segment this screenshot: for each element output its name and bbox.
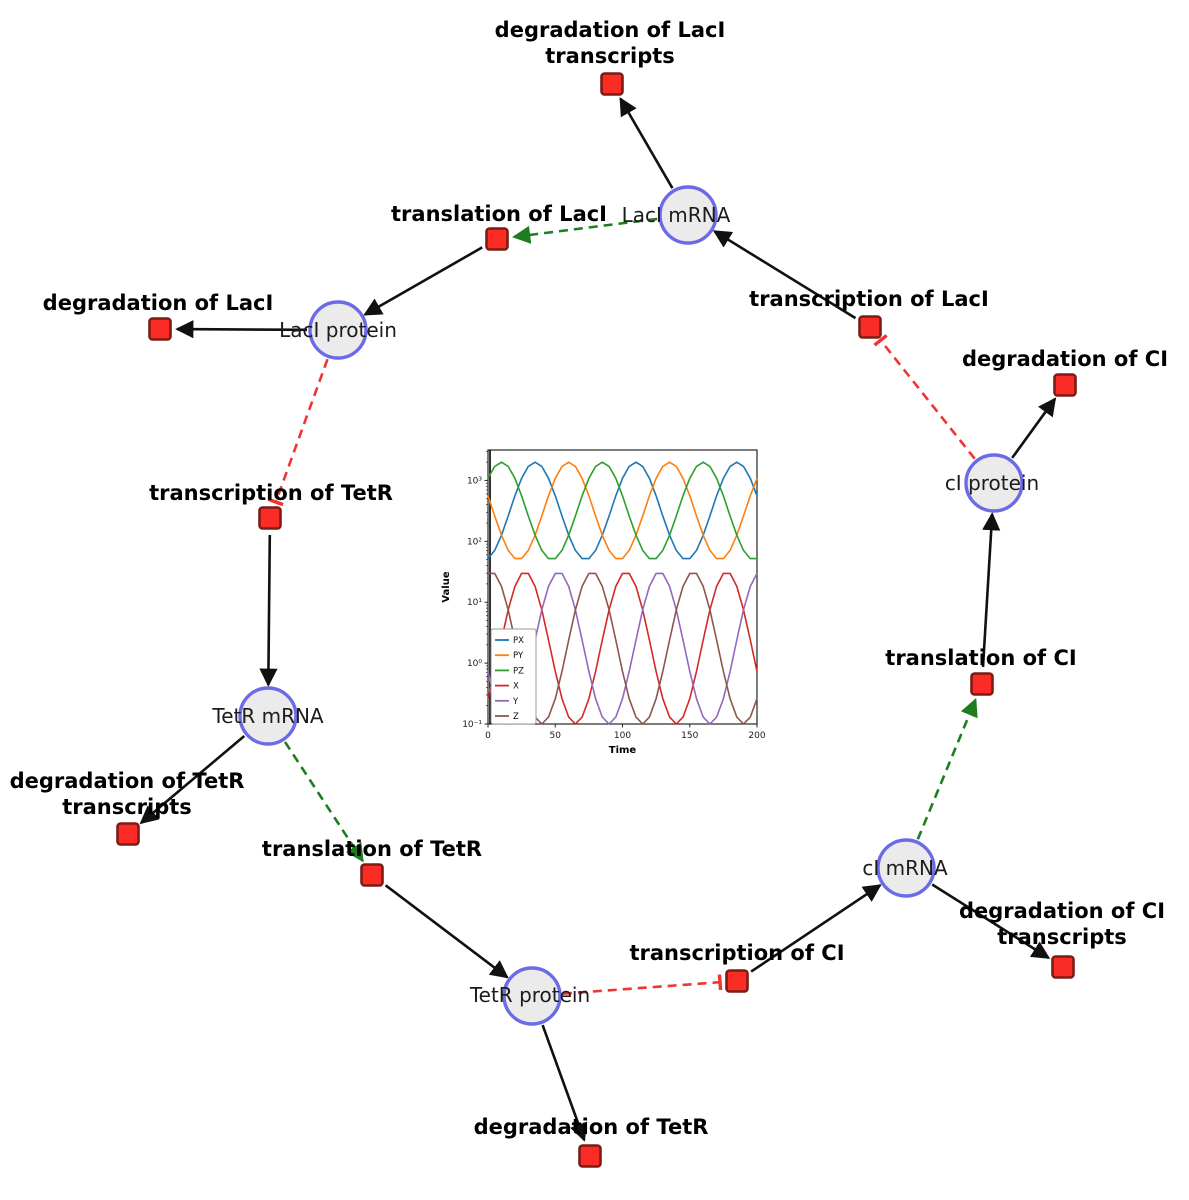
edge-catalysis-tetr_mrna-to-translation_tetr[interactable]	[283, 741, 364, 863]
reaction-node-translation_ci[interactable]	[970, 672, 994, 696]
species-label-ci_protein: cI protein	[945, 471, 1039, 495]
edge-consumption-laci_mrna-to-deg_laci_tx[interactable]	[619, 97, 674, 189]
x-tick-label: 100	[614, 731, 631, 741]
reaction-node-deg_ci_tx[interactable]	[1051, 955, 1075, 979]
edge-consumption-ci_protein-to-deg_ci[interactable]	[1011, 397, 1057, 459]
edge-inhibition-ci_protein-to-transcription_laci[interactable]	[873, 334, 976, 460]
edge-production-transcription_laci-to-laci_mrna[interactable]	[712, 230, 857, 320]
reaction-node-transcription_tetr[interactable]	[258, 506, 282, 530]
legend-label-PY: PY	[513, 651, 524, 661]
x-tick-label: 50	[550, 731, 562, 741]
series-PY	[487, 461, 758, 560]
reaction-node-deg_tetr_tx[interactable]	[116, 822, 140, 846]
reaction-node-deg_tetr[interactable]	[578, 1144, 602, 1168]
x-tick-label: 150	[681, 731, 698, 741]
edge-inhibition-laci_protein-to-transcription_tetr[interactable]	[267, 358, 329, 507]
species-node-tetr_mrna[interactable]	[238, 686, 298, 746]
reaction-label-deg_ci_tx: degradation of CI transcripts	[959, 899, 1165, 949]
reaction-label-translation_tetr: translation of TetR	[262, 837, 482, 861]
edge-consumption-tetr_mrna-to-deg_tetr_tx[interactable]	[139, 735, 246, 825]
y-tick-label: 10⁰	[467, 659, 482, 669]
species-node-ci_mrna[interactable]	[876, 838, 936, 898]
reaction-label-deg_laci: degradation of LacI	[43, 291, 274, 315]
edge-catalysis-laci_mrna-to-translation_laci[interactable]	[512, 217, 658, 244]
reaction-node-deg_laci[interactable]	[148, 317, 172, 341]
inset-chart: 0 50 100 150 200 10⁻¹ 10⁰ 10¹ 10² 10³ Time Value PX P…	[437, 438, 772, 768]
x-axis-label: Time	[609, 745, 637, 756]
reaction-node-translation_laci[interactable]	[485, 227, 509, 251]
legend-label-PX: PX	[513, 636, 524, 646]
reaction-label-deg_laci_tx: degradation of LacI transcripts	[495, 18, 726, 68]
legend-label-Y: Y	[512, 697, 519, 707]
species-label-laci_protein: LacI protein	[279, 318, 397, 342]
reaction-label-deg_tetr: degradation of TetR	[474, 1115, 709, 1139]
legend-label-PZ: PZ	[513, 666, 524, 676]
labels-layer: LacI mRNA LacI protein TetR mRNA TetR prote…	[10, 18, 1168, 1139]
series-X	[487, 572, 758, 725]
reaction-label-transcription_tetr: transcription of TetR	[149, 481, 393, 505]
reaction-node-deg_ci[interactable]	[1053, 373, 1077, 397]
series-PZ	[487, 461, 757, 560]
species-node-laci_mrna[interactable]	[658, 185, 718, 245]
reaction-label-translation_ci: translation of CI	[885, 646, 1076, 670]
species-label-ci_mrna: cI mRNA	[862, 856, 948, 880]
reaction-label-deg_ci: degradation of CI	[962, 347, 1168, 371]
reaction-node-transcription_laci[interactable]	[858, 315, 882, 339]
y-axis-label: Value	[441, 571, 452, 602]
reaction-label-deg_tetr_tx: degradation of TetR transcripts	[10, 769, 245, 819]
x-tick-label: 0	[485, 731, 491, 741]
series-PX	[487, 461, 758, 560]
species-label-tetr_protein: TetR protein	[469, 983, 590, 1007]
edges-layer	[139, 97, 1057, 1142]
edge-production-translation_tetr-to-tetr_protein[interactable]	[384, 884, 509, 979]
reaction-label-translation_laci: translation of LacI	[391, 202, 607, 226]
reaction-node-translation_tetr[interactable]	[360, 863, 384, 887]
y-tick-label: 10³	[467, 476, 482, 486]
y-tick-label: 10⁻¹	[462, 720, 482, 730]
edge-production-translation_ci-to-ci_protein[interactable]	[981, 512, 1001, 668]
reaction-node-transcription_ci[interactable]	[725, 969, 749, 993]
legend-label-Z: Z	[513, 712, 519, 722]
nodes-layer	[116, 72, 1077, 1168]
species-label-laci_mrna: LacI mRNA	[622, 203, 731, 227]
species-node-laci_protein[interactable]	[308, 300, 368, 360]
edge-production-transcription_ci-to-ci_mrna[interactable]	[750, 884, 882, 973]
reaction-node-deg_laci_tx[interactable]	[600, 72, 624, 96]
reaction-label-transcription_ci: transcription of CI	[629, 941, 844, 965]
edge-production-translation_laci-to-laci_protein[interactable]	[363, 246, 483, 316]
y-tick-label: 10²	[467, 537, 482, 547]
y-tick-label: 10¹	[467, 598, 482, 608]
edge-consumption-tetr_protein-to-deg_tetr[interactable]	[541, 1024, 588, 1142]
reaction-label-transcription_laci: transcription of LacI	[749, 287, 989, 311]
edge-catalysis-ci_mrna-to-translation_ci[interactable]	[916, 698, 978, 840]
edge-inhibition-tetr_protein-to-transcription_ci[interactable]	[562, 974, 723, 995]
species-node-tetr_protein[interactable]	[502, 966, 562, 1026]
species-label-tetr_mrna: TetR mRNA	[211, 704, 324, 728]
legend-label-X: X	[513, 682, 519, 692]
edge-consumption-ci_mrna-to-deg_ci_tx[interactable]	[931, 883, 1051, 959]
species-node-ci_protein[interactable]	[964, 453, 1024, 513]
edge-consumption-laci_protein-to-deg_laci[interactable]	[175, 320, 308, 339]
edge-production-transcription_tetr-to-tetr_mrna[interactable]	[259, 534, 278, 687]
x-tick-label: 200	[748, 731, 765, 741]
